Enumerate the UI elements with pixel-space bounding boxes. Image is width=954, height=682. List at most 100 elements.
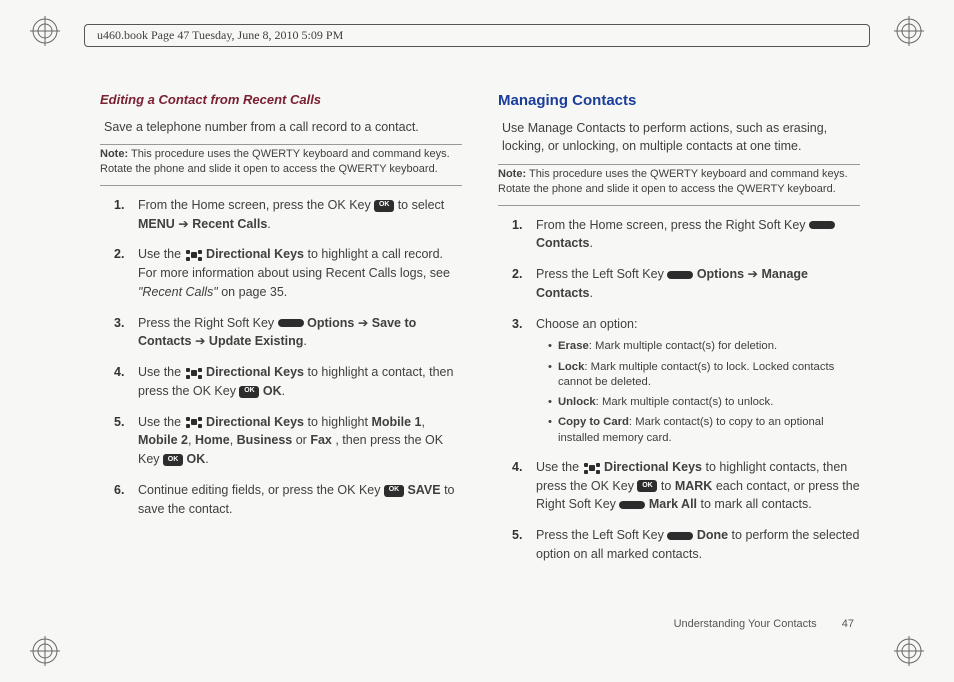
save-label: SAVE [407, 483, 440, 497]
arrow: ➔ [358, 316, 372, 330]
right-step-4: Use the Directional Keys to highlight co… [512, 458, 860, 514]
note-body: This procedure uses the QWERTY keyboard … [498, 168, 848, 195]
text: Use the [138, 415, 185, 429]
text: Continue editing fields, or press the OK… [138, 483, 384, 497]
text: on page 35. [221, 285, 287, 299]
directional-keys-icon [583, 461, 601, 475]
right-note: Note: This procedure uses the QWERTY key… [498, 167, 860, 197]
soft-key-icon [809, 221, 835, 229]
mark-all-label: Mark All [649, 497, 697, 511]
left-step-1: From the Home screen, press the OK Key O… [114, 196, 462, 234]
text: From the Home screen, press the Right So… [536, 218, 809, 232]
divider [498, 164, 860, 165]
page-footer: Understanding Your Contacts 47 [674, 618, 854, 630]
ok-key-icon: OK [163, 454, 183, 466]
right-steps: From the Home screen, press the Right So… [498, 216, 860, 564]
left-note: Note: This procedure uses the QWERTY key… [100, 147, 462, 177]
divider [100, 185, 462, 186]
options-label: Options [697, 267, 744, 281]
left-step-5: Use the Directional Keys to highlight Mo… [114, 413, 462, 469]
update-existing-label: Update Existing [209, 334, 303, 348]
note-label: Note: [100, 148, 128, 160]
soft-key-icon [278, 319, 304, 327]
text: , [421, 415, 424, 429]
left-steps: From the Home screen, press the OK Key O… [100, 196, 462, 519]
directional-keys-label: Directional Keys [206, 415, 304, 429]
text: or [296, 433, 311, 447]
footer-page-number: 47 [842, 618, 854, 630]
right-step-2: Press the Left Soft Key Options ➔ Manage… [512, 265, 860, 303]
arrow: ➔ [748, 267, 762, 281]
bullet-copy: Copy to Card: Mark contact(s) to copy to… [548, 415, 860, 446]
right-heading: Managing Contacts [498, 90, 860, 113]
right-intro: Use Manage Contacts to perform actions, … [502, 119, 860, 157]
reg-mark-br [894, 636, 924, 666]
ok-key-icon: OK [637, 480, 657, 492]
mobile1-label: Mobile 1 [371, 415, 421, 429]
text: : Mark multiple contact(s) for deletion. [589, 340, 777, 352]
note-label: Note: [498, 168, 526, 180]
text: to [661, 479, 675, 493]
text: , [188, 433, 195, 447]
right-step-1: From the Home screen, press the Right So… [512, 216, 860, 254]
xref: "Recent Calls" [138, 285, 218, 299]
fax-label: Fax [310, 433, 332, 447]
unlock-label: Unlock [558, 396, 596, 408]
mobile2-label: Mobile 2 [138, 433, 188, 447]
left-column: Editing a Contact from Recent Calls Save… [100, 90, 462, 576]
business-label: Business [237, 433, 293, 447]
text: Press the Left Soft Key [536, 528, 667, 542]
text: to mark all contacts. [701, 497, 812, 511]
text: Use the [138, 247, 185, 261]
page-header-bar: u460.book Page 47 Tuesday, June 8, 2010 … [84, 24, 870, 47]
recent-calls-label: Recent Calls [192, 217, 267, 231]
home-label: Home [195, 433, 230, 447]
text: Use the [536, 460, 583, 474]
soft-key-icon [667, 532, 693, 540]
content-area: Editing a Contact from Recent Calls Save… [100, 90, 860, 576]
directional-keys-icon [185, 248, 203, 262]
divider [100, 144, 462, 145]
directional-keys-label: Directional Keys [206, 247, 304, 261]
arrow: ➔ [178, 217, 192, 231]
ok-key-icon: OK [239, 386, 259, 398]
contacts-label: Contacts [536, 236, 589, 250]
lock-label: Lock [558, 361, 584, 373]
directional-keys-label: Directional Keys [206, 365, 304, 379]
text: : Mark multiple contact(s) to unlock. [596, 396, 774, 408]
text: Press the Left Soft Key [536, 267, 667, 281]
done-label: Done [697, 528, 728, 542]
left-intro: Save a telephone number from a call reco… [104, 118, 462, 137]
soft-key-icon [619, 501, 645, 509]
text: Choose an option: [536, 317, 637, 331]
reg-mark-bl [30, 636, 60, 666]
ok-key-icon: OK [384, 485, 404, 497]
text: Use the [138, 365, 185, 379]
ok-label: OK [263, 384, 282, 398]
options-bullets: Erase: Mark multiple contact(s) for dele… [536, 339, 860, 446]
directional-keys-icon [185, 366, 203, 380]
footer-section: Understanding Your Contacts [674, 618, 817, 630]
arrow: ➔ [195, 334, 209, 348]
text: to select [398, 198, 445, 212]
divider [498, 205, 860, 206]
bullet-unlock: Unlock: Mark multiple contact(s) to unlo… [548, 395, 860, 410]
text: Press the Right Soft Key [138, 316, 278, 330]
text: , [230, 433, 237, 447]
options-label: Options [307, 316, 354, 330]
soft-key-icon [667, 271, 693, 279]
right-column: Managing Contacts Use Manage Contacts to… [498, 90, 860, 576]
ok-label: OK [187, 452, 206, 466]
copy-to-card-label: Copy to Card [558, 416, 629, 428]
directional-keys-icon [185, 415, 203, 429]
bullet-erase: Erase: Mark multiple contact(s) for dele… [548, 339, 860, 354]
erase-label: Erase [558, 340, 589, 352]
left-step-2: Use the Directional Keys to highlight a … [114, 245, 462, 301]
right-step-3: Choose an option: Erase: Mark multiple c… [512, 315, 860, 446]
text: to highlight [308, 415, 372, 429]
left-step-6: Continue editing fields, or press the OK… [114, 481, 462, 519]
menu-label: MENU [138, 217, 175, 231]
right-step-5: Press the Left Soft Key Done to perform … [512, 526, 860, 564]
directional-keys-label: Directional Keys [604, 460, 702, 474]
left-heading: Editing a Contact from Recent Calls [100, 90, 462, 110]
